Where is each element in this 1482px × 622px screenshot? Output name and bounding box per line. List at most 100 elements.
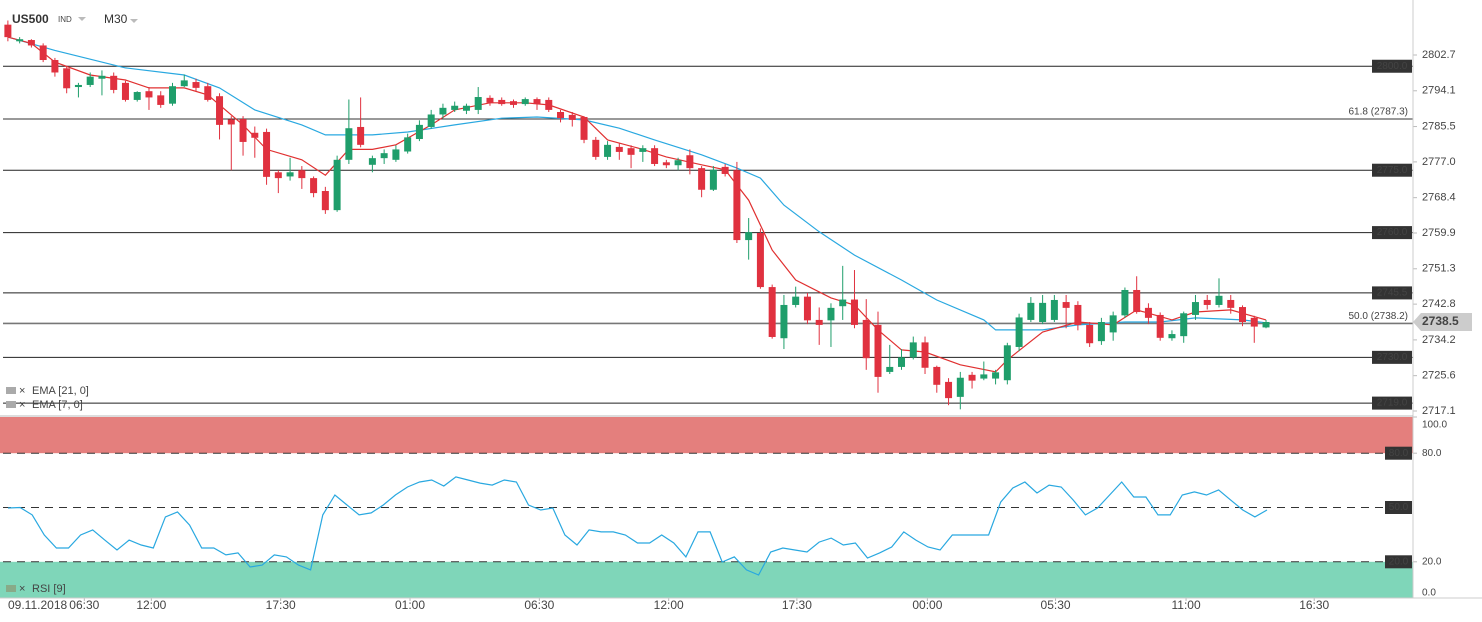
fib-label: 61.8 (2787.3) [1349,107,1409,118]
candle-body [709,169,717,190]
candle-body [1250,317,1258,327]
candle-body [933,366,941,385]
candle-body [803,296,811,321]
timeframe[interactable]: M30 [104,12,128,26]
x-tick-label: 17:30 [266,598,296,612]
candle-body [145,91,153,98]
candle-body [1215,295,1223,305]
level-label: 2800.0 [1377,61,1408,72]
level-label-box [1372,396,1412,410]
candle-body [686,155,694,169]
candle-body [898,357,906,367]
candle-body [756,233,764,288]
rsi-level-label: 20.0 [1389,556,1409,567]
candle-body [274,172,282,179]
candle-body [533,99,541,105]
candle-body [1144,307,1152,318]
candle-body [745,232,753,241]
y-tick-label: 2734.2 [1422,334,1456,346]
candle-body [1239,307,1247,323]
rsi-legend: × RSI [9] [6,583,66,595]
rsi-line [7,476,1268,576]
y-tick-label: 2794.1 [1422,85,1456,97]
candle-body [721,166,729,174]
x-tick-label: 17:30 [782,598,812,612]
candle-body [945,381,953,399]
rsi-y-tick-label: 80.0 [1422,448,1442,459]
candle-body [251,132,259,138]
candle-body [1203,299,1211,305]
candle-body [674,160,682,166]
legend-close: × [19,583,25,595]
dropdown-arrow[interactable] [78,17,86,21]
date-label: 09.11.2018 [8,598,67,612]
legend-close[interactable]: × [19,399,25,411]
candle-body [427,114,435,127]
candle-body [168,86,176,104]
candle-body [545,99,553,110]
candle-body [51,60,59,73]
candle-body [404,137,412,152]
candle-body [98,75,106,79]
candle-body [180,80,188,87]
candle-body [192,82,200,88]
y-tick-label: 2777.0 [1422,156,1456,168]
candle-body [1062,302,1070,308]
candle-body [862,319,870,359]
rsi-level-label: 80.0 [1389,448,1409,459]
candle-body [451,105,459,110]
legend-icon[interactable] [6,401,16,408]
current-price-box [1413,313,1472,332]
legend-icon[interactable] [6,585,16,592]
y-tick-label: 2759.9 [1422,227,1456,239]
candle-body [698,168,706,190]
candle-body [662,162,670,166]
rsi-y-tick-label: 100.0 [1422,420,1447,431]
symbol[interactable]: US500 [12,12,49,26]
candle-body [1097,322,1105,342]
candle-body [1074,304,1082,325]
level-label-box [1372,226,1412,240]
rsi-y-tick-label: 0.0 [1422,588,1436,599]
candle-body [627,148,635,155]
y-tick-label: 2785.5 [1422,120,1456,132]
back-layer [0,417,1413,598]
candle-body [886,366,894,372]
candle-body [157,95,165,105]
candle-body [639,148,647,152]
candle-body [133,92,141,100]
candle-body [286,172,294,177]
candle-body [27,40,35,46]
dropdown-arrow[interactable] [130,19,138,23]
y-tick-label: 2725.6 [1422,370,1456,382]
level-label: 2730.0 [1377,352,1408,363]
y-tick-label: 2768.4 [1422,192,1456,204]
candle-body [227,119,235,125]
legend-close[interactable]: × [19,385,25,397]
candle-body [580,116,588,140]
candle-body [4,24,12,38]
candle-body [392,149,400,160]
candle-body [74,84,82,88]
x-tick-label: 01:00 [395,598,425,612]
rsi-level-box [1385,555,1412,569]
candle-body [1121,289,1129,316]
candle-body [86,76,94,85]
legend-entry: EMA [7, 0] [32,399,83,411]
candle-body [333,159,341,211]
legend-icon[interactable] [6,387,16,394]
candle-body [1015,317,1023,347]
y-tick-label: 2742.8 [1422,298,1456,310]
candle-body [1003,345,1011,381]
level-label: 2745.5 [1377,288,1408,299]
candle-body [239,119,247,142]
overbought-zone [0,417,1413,454]
candle-body [921,342,929,368]
candle-body [780,304,788,339]
candle-body [1168,334,1176,339]
candle-body [792,296,800,305]
y-tick-label: 2802.7 [1422,49,1456,61]
candle-body [345,128,353,160]
candle-body [16,39,24,42]
candle-body [1050,299,1058,320]
